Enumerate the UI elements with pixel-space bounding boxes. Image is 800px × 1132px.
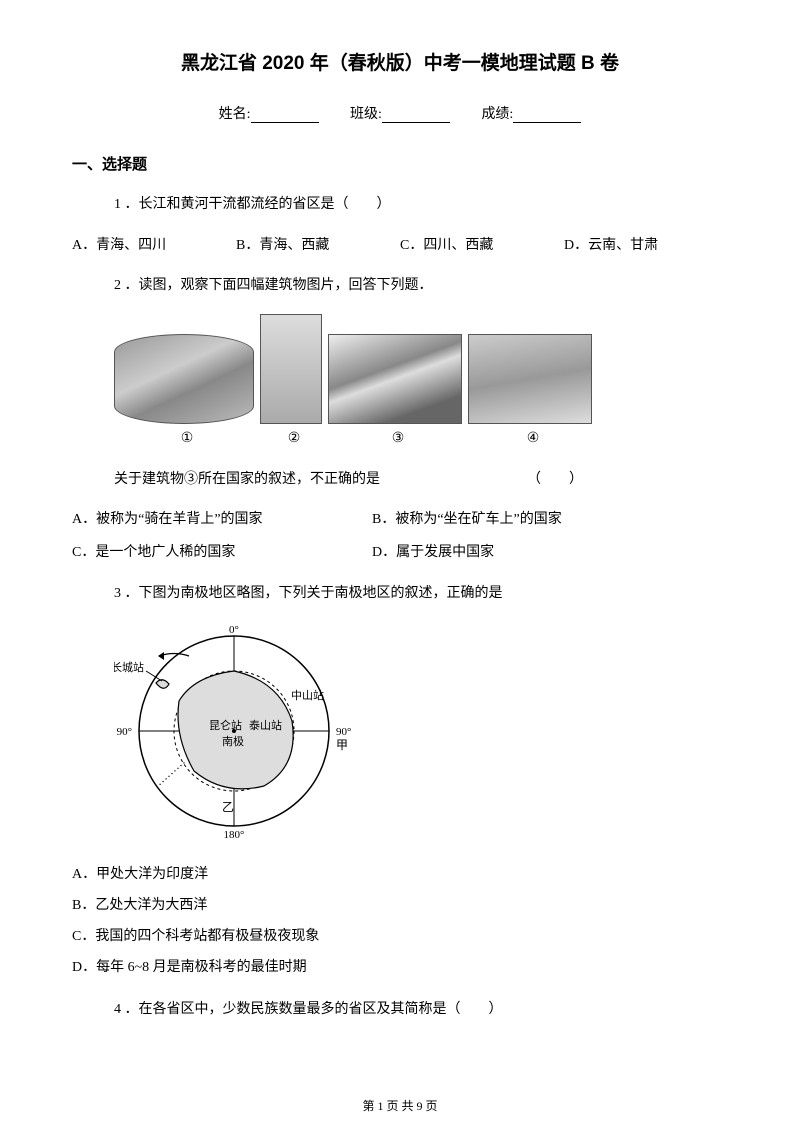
- class-label: 班级:: [350, 107, 382, 122]
- score-label: 成绩:: [481, 107, 513, 122]
- map-yi: 乙: [222, 800, 234, 814]
- antarctica-map: 0° 长城站 中山站 昆仑站 泰山站 南极 90° 90° 甲 180° 乙 ……: [72, 621, 728, 846]
- q3-opt-c[interactable]: C．我国的四个科考站都有极昼极夜现象: [72, 922, 728, 953]
- num-1: ①: [114, 430, 260, 447]
- class-blank[interactable]: [382, 109, 450, 123]
- q2-intro: 2 ．读图，观察下面四幅建筑物图片，回答下列题．: [72, 273, 728, 300]
- score-blank[interactable]: [513, 109, 581, 123]
- q2-opt-d[interactable]: D．属于发展中国家: [372, 540, 728, 567]
- page-footer: 第 1 页 共 9 页: [0, 1097, 800, 1114]
- q2-opt-b[interactable]: B．被称为“坐在矿车上”的国家: [372, 507, 728, 534]
- map-nanji: 南极: [222, 734, 244, 748]
- name-label: 姓名:: [219, 107, 251, 122]
- map-90r: 90°: [336, 726, 351, 738]
- page-title: 黑龙江省 2020 年（春秋版）中考一模地理试题 B 卷: [72, 48, 728, 75]
- name-blank[interactable]: [251, 109, 319, 123]
- building-images: [72, 314, 728, 424]
- q2-opt-c[interactable]: C．是一个地广人稀的国家: [72, 540, 372, 567]
- q1-text: 1 ．长江和黄河干流都流经的省区是（ ）: [72, 192, 728, 219]
- q3-opt-b[interactable]: B．乙处大洋为大西洋: [72, 891, 728, 922]
- map-changcheng: 长城站: [114, 660, 144, 674]
- building-2-image: [260, 314, 322, 424]
- q1-opt-a[interactable]: A．青海、四川: [72, 233, 236, 260]
- section-heading: 一、选择题: [72, 153, 728, 174]
- q4-text: 4 ．在各省区中，少数民族数量最多的省区及其简称是（ ）: [72, 997, 728, 1024]
- map-zhongshan: 中山站: [291, 688, 324, 702]
- num-2: ②: [260, 430, 328, 447]
- q1-opt-d[interactable]: D．云南、甘肃: [564, 233, 728, 260]
- q2-opt-a[interactable]: A．被称为“骑在羊背上”的国家: [72, 507, 372, 534]
- q1-options: A．青海、四川 B．青海、西藏 C．四川、西藏 D．云南、甘肃: [72, 233, 728, 260]
- building-3-image: [328, 334, 462, 424]
- q2-stem: 关于建筑物③所在国家的叙述，不正确的是 （ ）: [72, 467, 728, 494]
- q2-stem-text: 关于建筑物③所在国家的叙述，不正确的是: [114, 472, 380, 487]
- map-taishan: 泰山站: [249, 718, 282, 732]
- building-1-image: [114, 334, 254, 424]
- map-0deg: 0°: [229, 624, 239, 636]
- q3-opt-d[interactable]: D．每年 6~8 月是南极科考的最佳时期: [72, 953, 728, 984]
- num-3: ③: [328, 430, 468, 447]
- meta-row: 姓名: 班级: 成绩:: [72, 103, 728, 123]
- q3-options: A．甲处大洋为印度洋 B．乙处大洋为大西洋 C．我国的四个科考站都有极昼极夜现象…: [72, 860, 728, 983]
- building-4-image: [468, 334, 592, 424]
- map-kunlun: 昆仑站: [209, 718, 242, 732]
- num-4: ④: [468, 430, 598, 447]
- q3-opt-a[interactable]: A．甲处大洋为印度洋: [72, 860, 728, 891]
- map-jia: 甲: [336, 738, 348, 752]
- q1-opt-c[interactable]: C．四川、西藏: [400, 233, 564, 260]
- building-numbers: ① ② ③ ④: [72, 430, 728, 447]
- q2-paren: （ ）: [527, 472, 583, 487]
- q3-text: 3 ．下图为南极地区略图，下列关于南极地区的叙述，正确的是: [72, 581, 728, 608]
- map-90l: 90°: [117, 726, 132, 738]
- q1-opt-b[interactable]: B．青海、西藏: [236, 233, 400, 260]
- map-180: 180°: [224, 829, 245, 841]
